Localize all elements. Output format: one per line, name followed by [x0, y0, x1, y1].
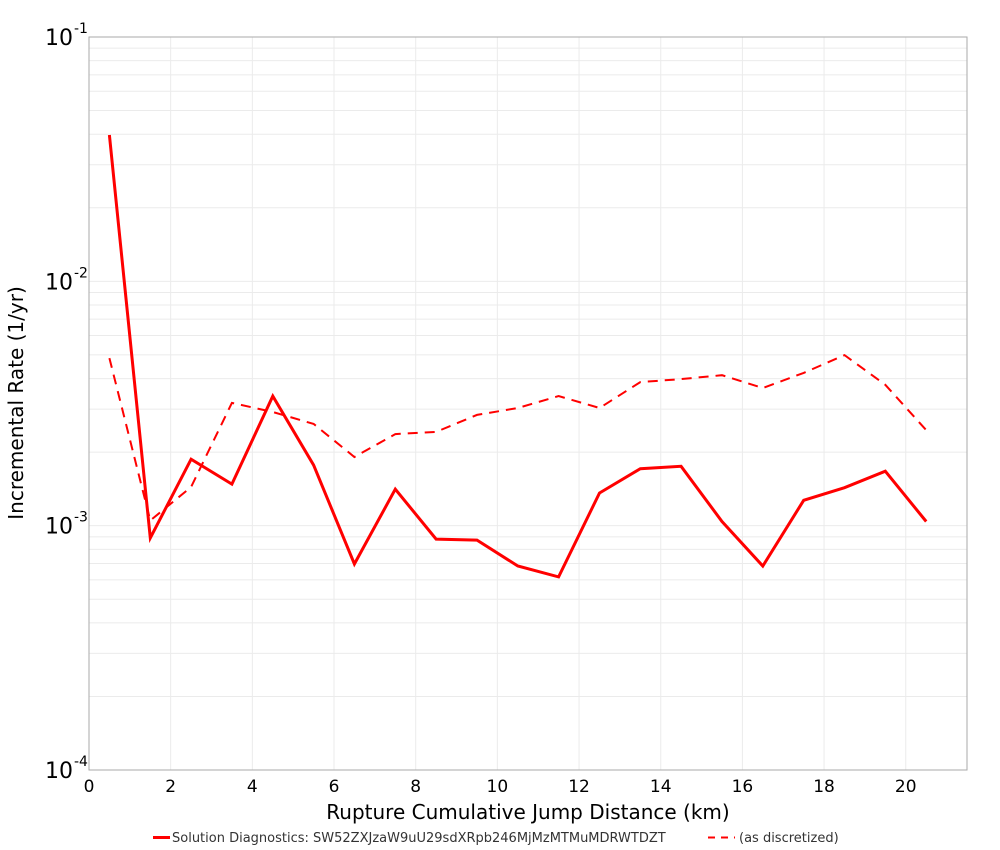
x-tick-label: 12: [568, 777, 590, 797]
svg-text:-2: -2: [74, 265, 88, 281]
x-tick-label: 6: [329, 777, 340, 797]
y-axis-ticks: 10-110-210-310-4: [45, 21, 88, 784]
svg-text:-4: -4: [74, 754, 88, 770]
legend-label-discretized: (as discretized): [739, 831, 839, 846]
x-tick-label: 2: [165, 777, 176, 797]
svg-text:10: 10: [45, 515, 73, 540]
x-tick-label: 10: [487, 777, 509, 797]
svg-text:10: 10: [45, 759, 73, 784]
x-tick-label: 0: [84, 777, 95, 797]
legend-label-solution: Solution Diagnostics: SW52ZXJzaW9uU29sdX…: [172, 831, 666, 846]
x-tick-label: 4: [247, 777, 258, 797]
y-tick-label: 10 -1: [45, 21, 88, 51]
svg-text:10: 10: [45, 26, 73, 51]
svg-text:-1: -1: [74, 21, 88, 37]
series-line-solution: [107, 134, 928, 579]
x-axis-ticks: 0 2 4 6 8 10 12 14 16 18 20: [84, 777, 917, 797]
x-axis-title: Rupture Cumulative Jump Distance (km): [326, 800, 729, 824]
plot-area: [88, 36, 968, 771]
x-tick-label: 20: [895, 777, 917, 797]
y-axis-title: Incremental Rate (1/yr): [4, 286, 28, 519]
svg-text:-3: -3: [74, 510, 88, 526]
series-layer: [107, 134, 928, 579]
y-tick-label: 10 -4: [45, 754, 88, 784]
x-tick-label: 18: [813, 777, 835, 797]
y-tick-label: 10 -2: [45, 265, 88, 295]
svg-text:10: 10: [45, 270, 73, 295]
x-tick-label: 14: [650, 777, 672, 797]
x-tick-label: 8: [410, 777, 421, 797]
legend-item-discretized: (as discretized): [708, 831, 839, 846]
series-line-discretized: [108, 353, 927, 523]
legend-item-solution: Solution Diagnostics: SW52ZXJzaW9uU29sdX…: [153, 831, 666, 846]
y-tick-label: 10 -3: [45, 510, 88, 540]
legend: Solution Diagnostics: SW52ZXJzaW9uU29sdX…: [153, 831, 839, 846]
grid-lines: [89, 37, 967, 770]
x-tick-label: 16: [732, 777, 754, 797]
